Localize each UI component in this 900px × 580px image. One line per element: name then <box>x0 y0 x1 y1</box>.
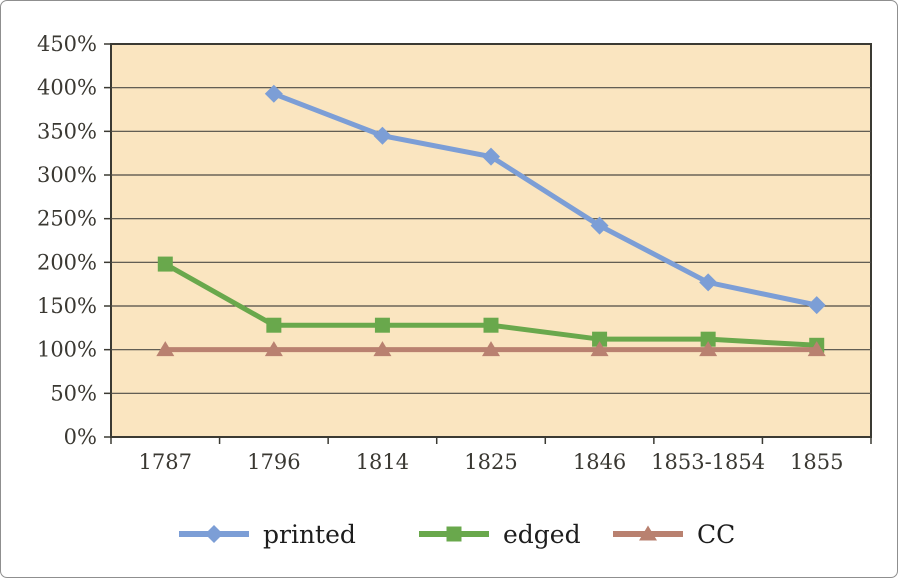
legend-edged-label: edged <box>503 520 581 549</box>
x-axis-label: 1846 <box>573 450 626 474</box>
y-axis-label: 100% <box>37 338 97 362</box>
y-axis-label: 450% <box>37 32 97 56</box>
x-axis-label: 1855 <box>790 450 843 474</box>
y-axis-label: 200% <box>37 250 97 274</box>
legend-CC-marker <box>639 525 657 541</box>
y-axis-label: 350% <box>37 119 97 143</box>
x-axis-label: 1796 <box>247 450 300 474</box>
series-printed-marker <box>590 216 609 235</box>
series-printed-marker <box>482 147 500 166</box>
x-axis-label: 1787 <box>139 450 192 474</box>
series-printed-line <box>272 91 818 308</box>
series-printed-marker <box>264 84 283 103</box>
y-axis-label: 300% <box>37 163 97 187</box>
series-edged-marker <box>157 256 173 272</box>
series-printed-marker <box>373 126 392 145</box>
series-edged-marker <box>374 317 390 333</box>
series-edged-marker <box>592 331 608 347</box>
y-axis-label: 250% <box>37 207 97 231</box>
legend-printed-marker <box>205 525 223 543</box>
legend-edged-marker <box>446 526 462 542</box>
x-axis-label: 1814 <box>356 450 409 474</box>
series-CC-marker <box>156 341 175 357</box>
x-axis-label: 1825 <box>464 450 517 474</box>
series-CC-marker <box>807 341 826 357</box>
legend-CC-label: CC <box>697 520 735 549</box>
plot-area <box>110 43 872 438</box>
x-axis-label: 1853-1854 <box>651 450 765 474</box>
y-axis-label: 400% <box>37 76 97 100</box>
series-printed-marker <box>699 273 718 292</box>
legend-printed-label: printed <box>263 520 356 549</box>
series-edged-marker <box>266 317 282 333</box>
series-edged-marker <box>483 317 499 333</box>
series-CC-marker <box>264 341 283 357</box>
y-axis-label: 50% <box>50 381 97 405</box>
series-CC-marker <box>699 341 718 357</box>
series-CC-marker <box>590 341 609 357</box>
y-axis-label: 150% <box>37 294 97 318</box>
series-printed-marker <box>807 296 826 315</box>
series-edged-marker <box>700 331 716 347</box>
series-CC-marker <box>482 341 500 357</box>
y-axis-label: 0% <box>64 425 97 449</box>
series-CC-marker <box>373 341 392 357</box>
